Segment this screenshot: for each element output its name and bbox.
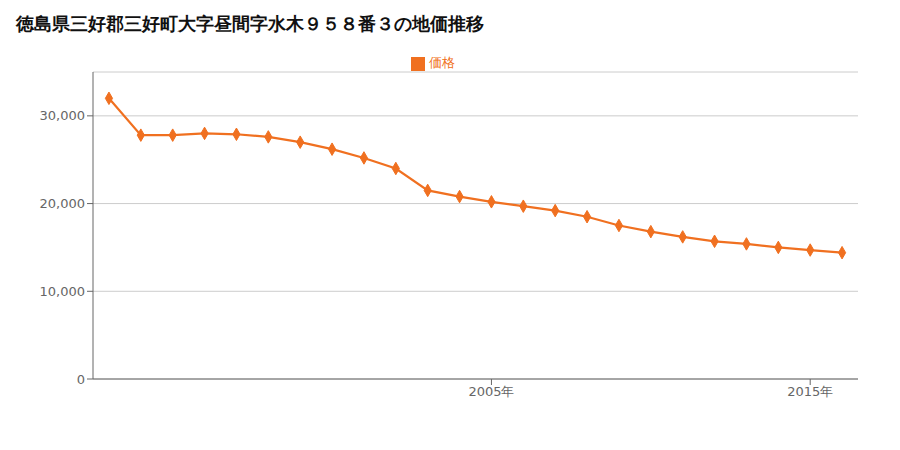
svg-text:10,000: 10,000 xyxy=(40,284,86,299)
svg-text:20,000: 20,000 xyxy=(40,196,86,211)
svg-text:2015年: 2015年 xyxy=(787,384,833,399)
html-text:価格: 価格 xyxy=(429,55,455,70)
svg-text:0: 0 xyxy=(77,372,85,387)
svg-text:30,000: 30,000 xyxy=(40,108,86,123)
html-text:徳島県三好郡三好町大字昼間字水木９５８番３の地価推移: 徳島県三好郡三好町大字昼間字水木９５８番３の地価推移 xyxy=(16,13,484,34)
svg-text:2005年: 2005年 xyxy=(468,384,514,399)
